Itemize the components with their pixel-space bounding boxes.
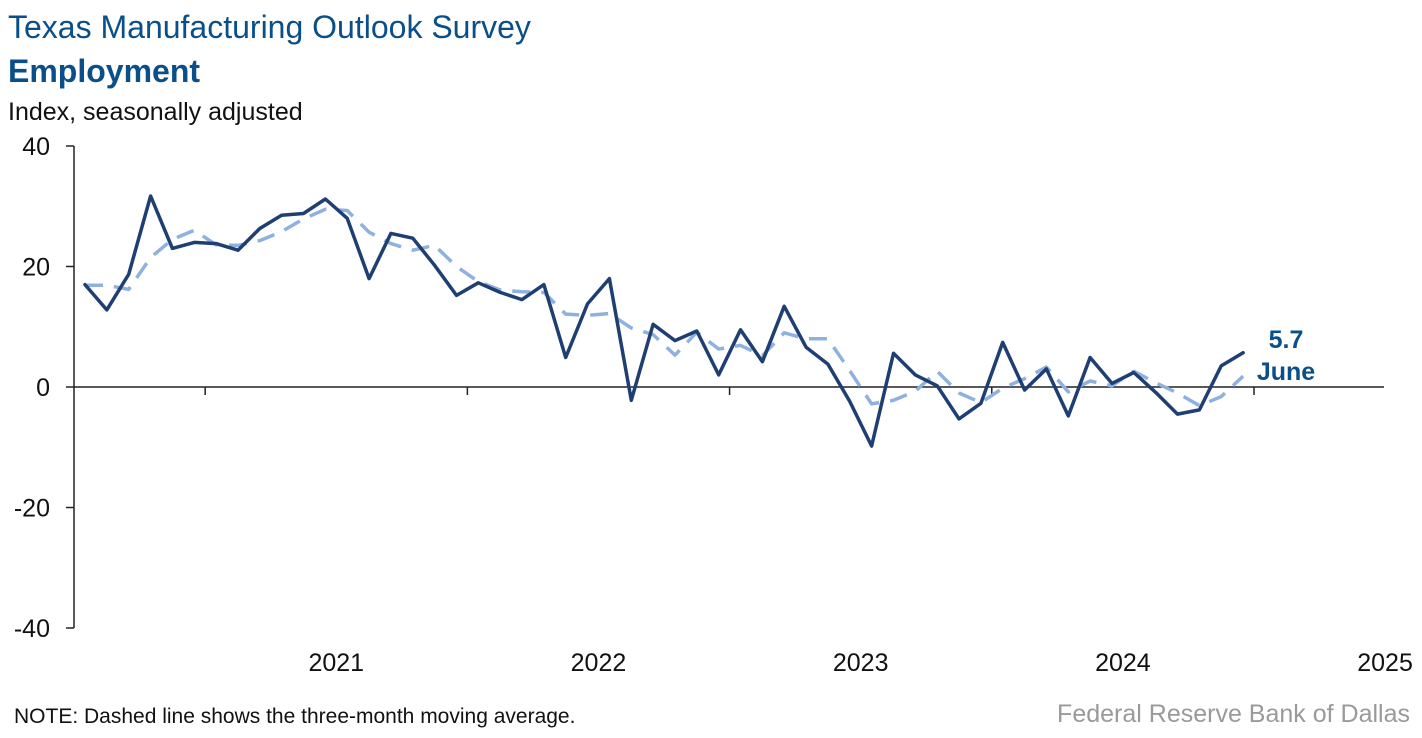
chart-source: Federal Reserve Bank of Dallas (1057, 700, 1410, 728)
x-tick-label: 2023 (833, 649, 889, 677)
y-tick-label: -20 (14, 495, 50, 523)
moving-average-line (85, 207, 1245, 408)
x-tick-label: 2021 (308, 649, 364, 677)
y-axis-label: Index, seasonally adjusted (8, 98, 303, 126)
chart-note: NOTE: Dashed line shows the three-month … (14, 705, 576, 728)
y-tick-label: -40 (14, 615, 50, 643)
chart-title: Texas Manufacturing Outlook Survey (8, 9, 531, 45)
y-tick-label: 40 (22, 133, 50, 161)
y-tick-label: 0 (36, 374, 50, 402)
callout-label: June (1257, 358, 1315, 386)
x-tick-label: 2022 (571, 649, 627, 677)
x-tick-label: 2025 (1357, 649, 1413, 677)
chart-subtitle: Employment (8, 53, 201, 89)
index-line (83, 194, 1245, 448)
x-tick-label: 2024 (1095, 649, 1151, 677)
y-tick-label: 20 (22, 254, 50, 282)
callout-value: 5.7 (1269, 326, 1304, 354)
